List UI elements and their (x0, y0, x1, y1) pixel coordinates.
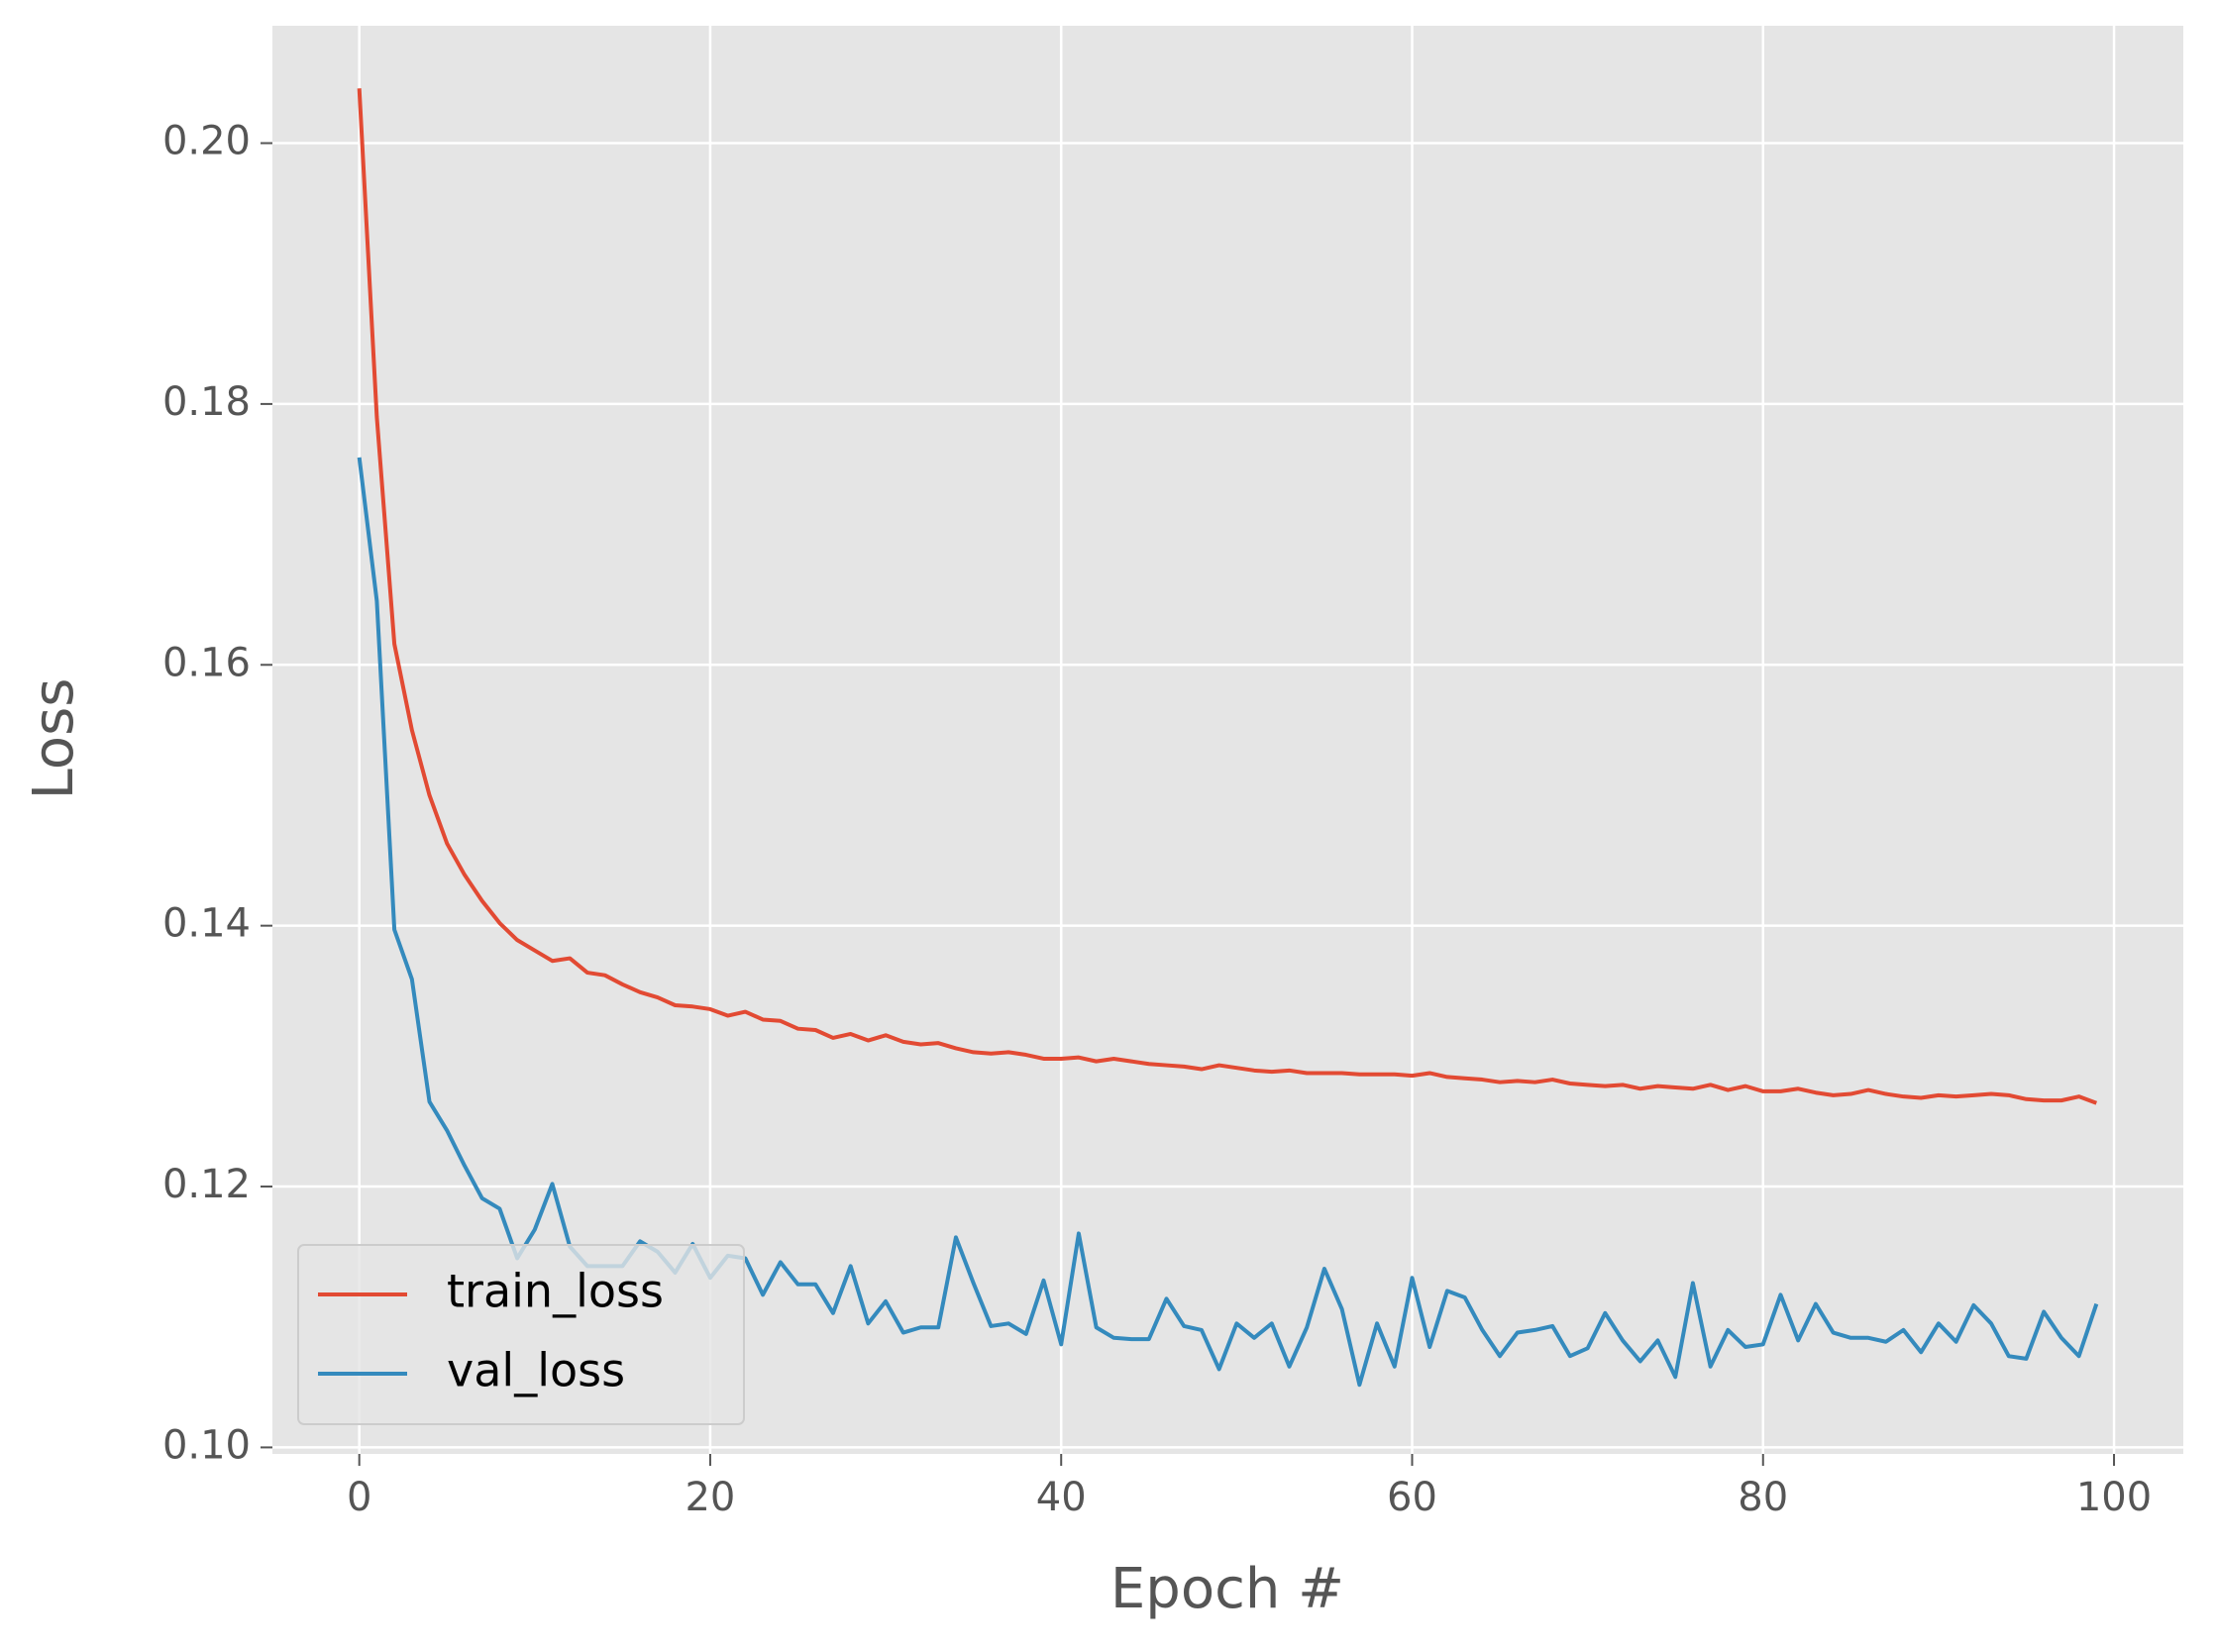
x-tick-label: 80 (1738, 1475, 1788, 1520)
y-tick-label: 0.14 (162, 901, 251, 947)
legend-label: val_loss (447, 1344, 625, 1397)
y-tick-label: 0.12 (162, 1162, 251, 1207)
x-tick-label: 20 (685, 1475, 735, 1520)
x-axis-label: Epoch # (1110, 1557, 1344, 1621)
y-tick-label: 0.20 (162, 119, 251, 164)
x-tick-label: 0 (347, 1475, 371, 1520)
data-line (357, 88, 2098, 1105)
x-tick-label: 60 (1387, 1475, 1437, 1520)
x-tick-label: 40 (1036, 1475, 1087, 1520)
x-tick-label: 100 (2076, 1475, 2152, 1520)
y-tick-label: 0.18 (162, 379, 251, 425)
y-axis-label: Loss (22, 678, 86, 800)
y-tick-label: 0.16 (162, 640, 251, 685)
legend-label: train_loss (447, 1265, 664, 1318)
plot-background (272, 26, 2183, 1454)
legend-box (297, 1244, 745, 1425)
y-tick-label: 0.10 (162, 1422, 251, 1468)
